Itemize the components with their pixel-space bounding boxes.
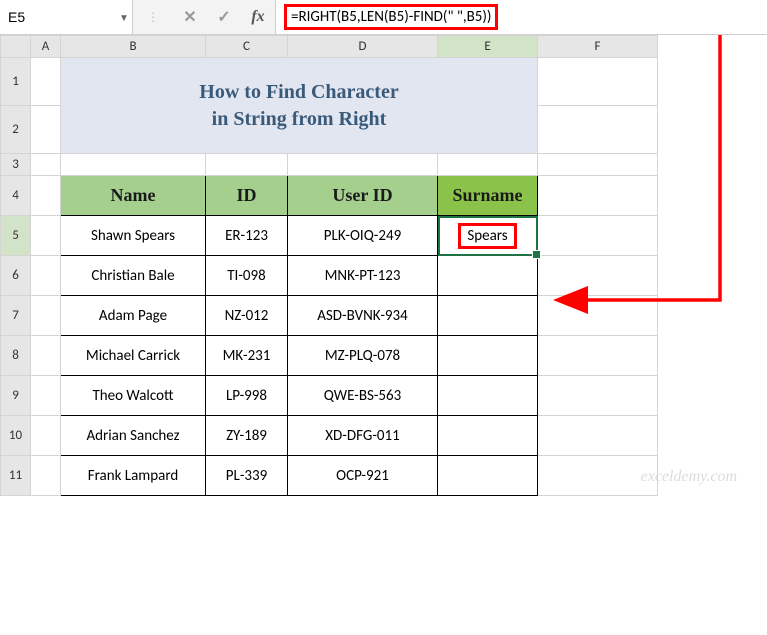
formula-highlight: =RIGHT(B5,LEN(B5)-FIND(" ",B5)) <box>284 4 498 30</box>
cell-D7[interactable]: ASD-BVNK-934 <box>288 296 438 336</box>
cell-A4[interactable] <box>31 176 61 216</box>
cell-C11[interactable]: PL-339 <box>206 456 288 496</box>
row-header-9[interactable]: 9 <box>1 376 31 416</box>
fill-handle[interactable] <box>532 250 541 259</box>
cell-C7[interactable]: NZ-012 <box>206 296 288 336</box>
title-line1: How to Find Character <box>61 79 537 106</box>
enter-icon[interactable]: ✓ <box>207 0 241 34</box>
cell-A8[interactable] <box>31 336 61 376</box>
surname-highlight: Spears <box>458 223 516 249</box>
cell-F5[interactable] <box>538 216 658 256</box>
col-header-A[interactable]: A <box>31 36 61 58</box>
cell-E9[interactable] <box>438 376 538 416</box>
formula-input[interactable]: =RIGHT(B5,LEN(B5)-FIND(" ",B5)) <box>276 8 767 26</box>
title-line2: in String from Right <box>61 106 537 133</box>
cell-A6[interactable] <box>31 256 61 296</box>
cell-F3[interactable] <box>538 154 658 176</box>
cell-C10[interactable]: ZY-189 <box>206 416 288 456</box>
grid-wrap: A B C D E F 1 How to Find Character in S… <box>0 35 767 496</box>
name-box-wrap: ▼ <box>0 0 133 34</box>
cell-D10[interactable]: XD-DFG-011 <box>288 416 438 456</box>
cell-E6[interactable] <box>438 256 538 296</box>
formula-bar: ▼ ⋮ ✕ ✓ fx =RIGHT(B5,LEN(B5)-FIND(" ",B5… <box>0 0 767 35</box>
cell-D5[interactable]: PLK-OIQ-249 <box>288 216 438 256</box>
row-header-2[interactable]: 2 <box>1 106 31 154</box>
name-box[interactable] <box>0 9 116 25</box>
title-cell[interactable]: How to Find Character in String from Rig… <box>61 58 538 154</box>
select-all-corner[interactable] <box>1 36 31 58</box>
cell-C5[interactable]: ER-123 <box>206 216 288 256</box>
table-header-user-id[interactable]: User ID <box>288 176 438 216</box>
cell-E5[interactable]: Spears <box>438 216 538 256</box>
cell-B11[interactable]: Frank Lampard <box>61 456 206 496</box>
cell-E11[interactable] <box>438 456 538 496</box>
name-box-dropdown-icon[interactable]: ▼ <box>116 11 132 24</box>
col-header-D[interactable]: D <box>288 36 438 58</box>
cell-A9[interactable] <box>31 376 61 416</box>
cell-A11[interactable] <box>31 456 61 496</box>
table-header-surname[interactable]: Surname <box>438 176 538 216</box>
cell-A2[interactable] <box>31 106 61 154</box>
col-header-B[interactable]: B <box>61 36 206 58</box>
cell-A5[interactable] <box>31 216 61 256</box>
cell-D8[interactable]: MZ-PLQ-078 <box>288 336 438 376</box>
cell-C3[interactable] <box>206 154 288 176</box>
cell-F4[interactable] <box>538 176 658 216</box>
cell-A10[interactable] <box>31 416 61 456</box>
cancel-icon[interactable]: ✕ <box>173 0 207 34</box>
cell-D3[interactable] <box>288 154 438 176</box>
cell-A3[interactable] <box>31 154 61 176</box>
cell-F1[interactable] <box>538 58 658 106</box>
cell-C8[interactable]: MK-231 <box>206 336 288 376</box>
fx-icon[interactable]: fx <box>241 0 275 34</box>
cell-F6[interactable] <box>538 256 658 296</box>
row-header-11[interactable]: 11 <box>1 456 31 496</box>
cell-D11[interactable]: OCP-921 <box>288 456 438 496</box>
cell-B5[interactable]: Shawn Spears <box>61 216 206 256</box>
watermark: exceldemy.com <box>641 468 737 486</box>
cell-F2[interactable] <box>538 106 658 154</box>
row-header-4[interactable]: 4 <box>1 176 31 216</box>
formula-bar-separator: ⋮ <box>133 0 173 34</box>
spreadsheet-grid[interactable]: A B C D E F 1 How to Find Character in S… <box>0 35 658 496</box>
table-header-name[interactable]: Name <box>61 176 206 216</box>
cell-A7[interactable] <box>31 296 61 336</box>
cell-D9[interactable]: QWE-BS-563 <box>288 376 438 416</box>
cell-C6[interactable]: TI-098 <box>206 256 288 296</box>
cell-F7[interactable] <box>538 296 658 336</box>
col-header-C[interactable]: C <box>206 36 288 58</box>
cell-B3[interactable] <box>61 154 206 176</box>
formula-input-wrap: =RIGHT(B5,LEN(B5)-FIND(" ",B5)) <box>275 0 767 34</box>
cell-E3[interactable] <box>438 154 538 176</box>
row-header-5[interactable]: 5 <box>1 216 31 256</box>
cell-D6[interactable]: MNK-PT-123 <box>288 256 438 296</box>
row-header-6[interactable]: 6 <box>1 256 31 296</box>
cell-F11[interactable] <box>538 456 658 496</box>
cell-B8[interactable]: Michael Carrick <box>61 336 206 376</box>
row-header-3[interactable]: 3 <box>1 154 31 176</box>
cell-B9[interactable]: Theo Walcott <box>61 376 206 416</box>
cell-A1[interactable] <box>31 58 61 106</box>
row-header-8[interactable]: 8 <box>1 336 31 376</box>
col-header-E[interactable]: E <box>438 36 538 58</box>
cell-F8[interactable] <box>538 336 658 376</box>
row-header-10[interactable]: 10 <box>1 416 31 456</box>
row-header-1[interactable]: 1 <box>1 58 31 106</box>
cell-F10[interactable] <box>538 416 658 456</box>
cell-B7[interactable]: Adam Page <box>61 296 206 336</box>
cell-E8[interactable] <box>438 336 538 376</box>
cell-E7[interactable] <box>438 296 538 336</box>
row-header-7[interactable]: 7 <box>1 296 31 336</box>
cell-C9[interactable]: LP-998 <box>206 376 288 416</box>
col-header-F[interactable]: F <box>538 36 658 58</box>
cell-F9[interactable] <box>538 376 658 416</box>
cell-E10[interactable] <box>438 416 538 456</box>
table-header-id[interactable]: ID <box>206 176 288 216</box>
cell-B10[interactable]: Adrian Sanchez <box>61 416 206 456</box>
cell-B6[interactable]: Christian Bale <box>61 256 206 296</box>
